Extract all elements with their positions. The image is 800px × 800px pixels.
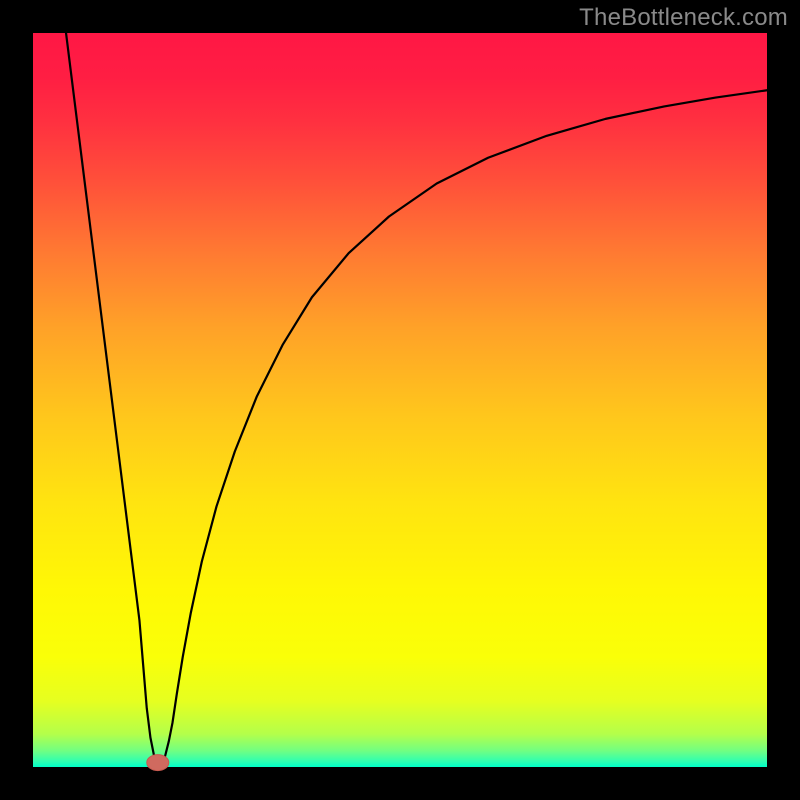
bottleneck-plot — [0, 0, 800, 800]
optimal-point-marker — [147, 755, 169, 771]
chart-frame: TheBottleneck.com — [0, 0, 800, 800]
watermark-text: TheBottleneck.com — [579, 4, 788, 32]
